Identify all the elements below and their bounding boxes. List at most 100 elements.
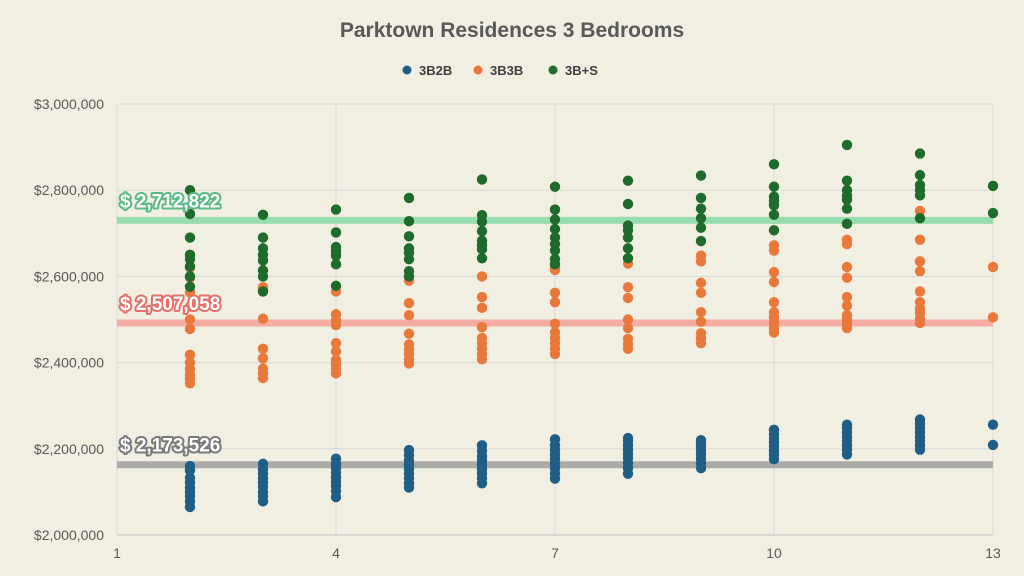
data-point bbox=[841, 234, 853, 245]
data-point bbox=[403, 216, 415, 227]
data-point bbox=[987, 261, 999, 273]
data-point bbox=[768, 266, 780, 278]
data-point bbox=[914, 286, 926, 297]
data-point bbox=[914, 148, 926, 159]
data-point bbox=[695, 213, 707, 224]
data-point bbox=[695, 192, 707, 204]
data-point bbox=[257, 458, 269, 470]
data-point bbox=[403, 192, 415, 204]
data-point bbox=[476, 209, 488, 221]
data-point bbox=[622, 333, 634, 345]
data-point bbox=[257, 313, 269, 324]
data-point bbox=[549, 318, 561, 330]
legend-item: 3B+S bbox=[548, 63, 598, 78]
data-point bbox=[914, 169, 926, 181]
data-point bbox=[768, 424, 780, 436]
data-point bbox=[914, 256, 926, 267]
data-point bbox=[184, 271, 196, 282]
data-point bbox=[768, 159, 780, 170]
data-point bbox=[184, 249, 196, 261]
data-point bbox=[549, 327, 561, 338]
data-point bbox=[184, 281, 196, 292]
data-point bbox=[330, 280, 342, 292]
data-point bbox=[403, 243, 415, 254]
data-point bbox=[841, 261, 853, 273]
data-point bbox=[549, 204, 561, 215]
data-point bbox=[768, 297, 780, 308]
data-point bbox=[914, 179, 926, 191]
legend-label: 3B+S bbox=[565, 63, 598, 78]
data-point bbox=[914, 234, 926, 245]
legend-item: 3B2B bbox=[402, 63, 452, 78]
data-point bbox=[841, 203, 853, 214]
data-point bbox=[476, 235, 488, 246]
data-point bbox=[622, 198, 634, 210]
data-point bbox=[257, 209, 269, 220]
data-point bbox=[622, 175, 634, 186]
data-point bbox=[476, 440, 488, 451]
data-point bbox=[549, 181, 561, 192]
data-point bbox=[549, 223, 561, 235]
data-point bbox=[476, 322, 488, 333]
data-point bbox=[841, 218, 853, 230]
data-point bbox=[403, 309, 415, 321]
reference-labels: $ 2,712,822 $ 2,507,058 $ 2,173,526 bbox=[118, 189, 222, 458]
data-point bbox=[184, 232, 196, 243]
legend-marker bbox=[473, 65, 483, 75]
data-point bbox=[549, 214, 561, 225]
data-point bbox=[695, 434, 707, 446]
data-point bbox=[622, 220, 634, 231]
data-point bbox=[622, 314, 634, 325]
data-point bbox=[695, 328, 707, 339]
data-point bbox=[330, 338, 342, 349]
data-point bbox=[695, 170, 707, 181]
data-point bbox=[184, 472, 196, 483]
data-point bbox=[403, 231, 415, 242]
x-tick-label: 4 bbox=[332, 545, 340, 561]
data-point bbox=[403, 266, 415, 277]
y-tick-label: $2,000,000 bbox=[34, 527, 104, 543]
data-point bbox=[403, 339, 415, 350]
legend: 3B2B 3B3B 3B+S bbox=[402, 63, 598, 78]
data-point bbox=[184, 208, 196, 220]
data-point bbox=[914, 297, 926, 308]
data-point bbox=[257, 353, 269, 364]
data-point bbox=[549, 287, 561, 298]
data-point bbox=[549, 434, 561, 445]
data-point bbox=[476, 271, 488, 282]
x-tick-label: 13 bbox=[985, 545, 1001, 561]
data-point bbox=[622, 292, 634, 304]
data-point bbox=[257, 265, 269, 276]
x-tick-label: 7 bbox=[551, 545, 559, 561]
data-point bbox=[987, 180, 999, 192]
data-point bbox=[330, 354, 342, 366]
data-point bbox=[184, 349, 196, 361]
data-point bbox=[987, 207, 999, 219]
y-tick-label: $2,600,000 bbox=[34, 268, 104, 284]
data-point bbox=[987, 439, 999, 451]
data-point bbox=[622, 243, 634, 254]
data-point bbox=[330, 309, 342, 320]
data-point bbox=[841, 309, 853, 321]
data-point bbox=[403, 328, 415, 339]
data-point bbox=[768, 225, 780, 236]
data-point bbox=[914, 213, 926, 224]
data-point bbox=[622, 322, 634, 334]
data-point bbox=[330, 346, 342, 357]
y-tick-label: $3,000,000 bbox=[34, 96, 104, 112]
data-point bbox=[695, 203, 707, 214]
data-point bbox=[987, 419, 999, 430]
data-point bbox=[841, 139, 853, 151]
data-point bbox=[257, 232, 269, 243]
data-point bbox=[695, 277, 707, 289]
data-point bbox=[476, 174, 488, 185]
data-point bbox=[841, 419, 853, 430]
data-point bbox=[184, 357, 196, 368]
data-point bbox=[476, 253, 488, 264]
data-point bbox=[330, 453, 342, 464]
data-point bbox=[841, 300, 853, 311]
legend-marker bbox=[402, 65, 412, 75]
legend-label: 3B2B bbox=[419, 63, 452, 78]
